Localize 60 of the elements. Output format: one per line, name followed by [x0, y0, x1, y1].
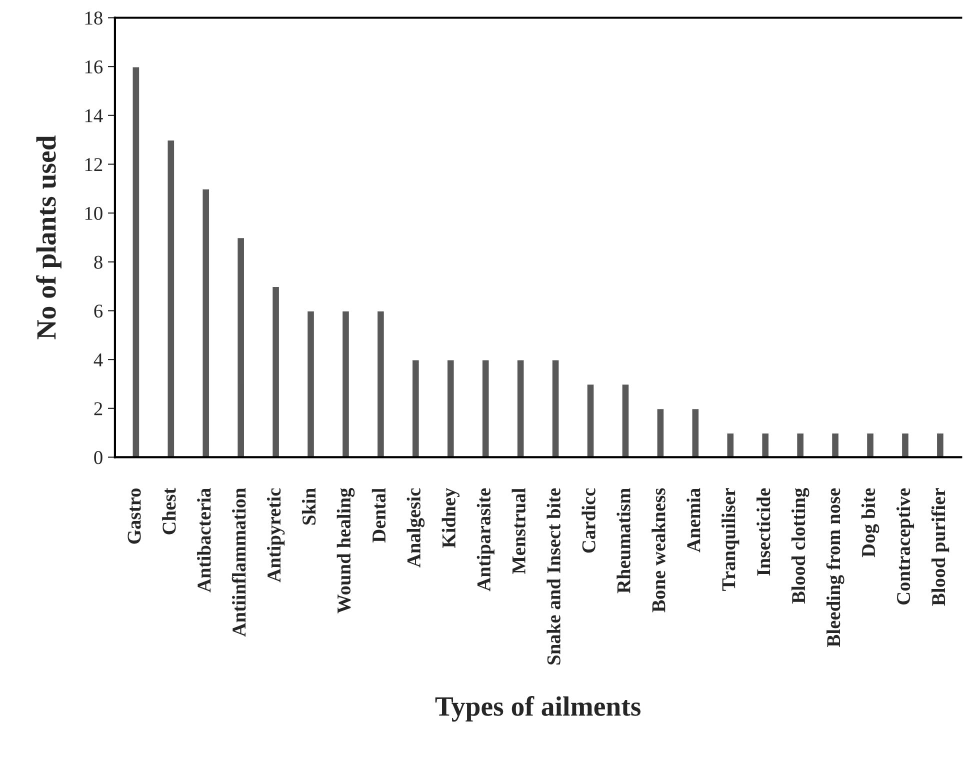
- x-tick-label: Analgesic: [406, 488, 425, 568]
- bar: [551, 358, 560, 458]
- bar: [446, 358, 456, 458]
- x-tick-label: Antipyretic: [266, 488, 285, 582]
- x-tick-label: Wound healing: [336, 488, 355, 614]
- y-tick-label: 6: [94, 304, 103, 318]
- x-axis-title: Types of ailments: [435, 696, 641, 722]
- x-tick-label: Snake and Insect bite: [546, 488, 560, 664]
- x-tick-label: Menstrual: [512, 488, 526, 574]
- x-tick-label: Dog bite: [861, 488, 880, 558]
- y-tick-label: 10: [85, 206, 102, 220]
- bar: [760, 432, 770, 458]
- bar: [236, 236, 246, 458]
- x-tick-label: Blood purifier: [931, 488, 950, 606]
- x-tick-label: Kidney: [442, 488, 460, 548]
- x-tick-label: Gastro: [128, 488, 141, 544]
- x-tick-label: Bone weakness: [652, 488, 666, 612]
- x-tick-label: Chest: [162, 488, 176, 534]
- x-tick-label: Antiinflammation: [232, 488, 246, 637]
- bar: [201, 188, 210, 458]
- bar: [936, 432, 945, 458]
- y-tick-label: 8: [94, 256, 102, 269]
- x-tick-label: Antiparasite: [476, 488, 494, 592]
- bar: [656, 408, 665, 458]
- bar: [411, 358, 420, 458]
- x-tick-label: Bleeding from nose: [826, 488, 844, 647]
- bar: [481, 358, 490, 458]
- bar: [341, 310, 350, 458]
- y-tick-label: 12: [85, 158, 102, 171]
- x-tick-label: Rheumatism: [616, 488, 630, 594]
- x-tick-label: Anemia: [686, 488, 700, 552]
- y-axis-title: No of plants used: [36, 136, 62, 340]
- bar: [900, 432, 910, 458]
- bar: [796, 432, 805, 458]
- bar: [271, 286, 280, 458]
- bar: [376, 310, 386, 458]
- x-tick-label: Antibacteria: [197, 488, 211, 592]
- bar: [726, 432, 735, 458]
- x-tick-label: Blood clotting: [791, 488, 810, 604]
- x-tick-label: Insecticide: [756, 488, 770, 576]
- x-tick-label: Tranquiliser: [722, 488, 740, 591]
- y-tick-label: 0: [94, 451, 102, 464]
- y-tick-label: 2: [94, 402, 102, 416]
- y-tick-label: 14: [85, 109, 103, 122]
- x-tick-label: Skin: [302, 488, 316, 525]
- y-tick-label: 16: [85, 60, 103, 74]
- y-tick-label: 18: [85, 12, 102, 25]
- x-tick-label: Cardicc: [582, 488, 596, 553]
- bar: [166, 139, 176, 458]
- y-tick-label: 4: [94, 353, 103, 366]
- bar: [131, 66, 140, 458]
- bar: [830, 432, 840, 458]
- bar: [516, 358, 526, 458]
- bar: [866, 432, 875, 458]
- x-tick-label: Dental: [372, 488, 386, 542]
- bar: [586, 383, 596, 458]
- bar: [620, 383, 630, 458]
- bar: [690, 408, 700, 458]
- x-tick-label: Contraceptive: [896, 488, 914, 605]
- bar: [306, 310, 316, 458]
